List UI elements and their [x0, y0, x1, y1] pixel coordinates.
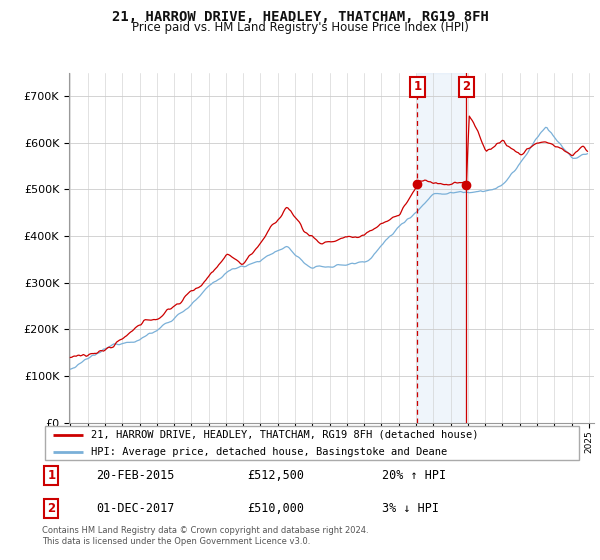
FancyBboxPatch shape [45, 426, 580, 460]
Text: HPI: Average price, detached house, Basingstoke and Deane: HPI: Average price, detached house, Basi… [91, 447, 447, 458]
Text: 1: 1 [413, 80, 422, 94]
Text: 2: 2 [463, 80, 470, 94]
Text: 20% ↑ HPI: 20% ↑ HPI [382, 469, 446, 482]
Text: 20-FEB-2015: 20-FEB-2015 [96, 469, 175, 482]
Text: 21, HARROW DRIVE, HEADLEY, THATCHAM, RG19 8FH: 21, HARROW DRIVE, HEADLEY, THATCHAM, RG1… [112, 10, 488, 24]
Text: £512,500: £512,500 [247, 469, 304, 482]
Text: £510,000: £510,000 [247, 502, 304, 515]
Text: Contains HM Land Registry data © Crown copyright and database right 2024.
This d: Contains HM Land Registry data © Crown c… [42, 526, 368, 546]
Text: 3% ↓ HPI: 3% ↓ HPI [382, 502, 439, 515]
Bar [418, 73, 466, 423]
Text: 21, HARROW DRIVE, HEADLEY, THATCHAM, RG19 8FH (detached house): 21, HARROW DRIVE, HEADLEY, THATCHAM, RG1… [91, 430, 478, 440]
Text: 2: 2 [47, 502, 56, 515]
Text: 1: 1 [47, 469, 56, 482]
Text: 01-DEC-2017: 01-DEC-2017 [96, 502, 175, 515]
Text: Price paid vs. HM Land Registry's House Price Index (HPI): Price paid vs. HM Land Registry's House … [131, 21, 469, 34]
